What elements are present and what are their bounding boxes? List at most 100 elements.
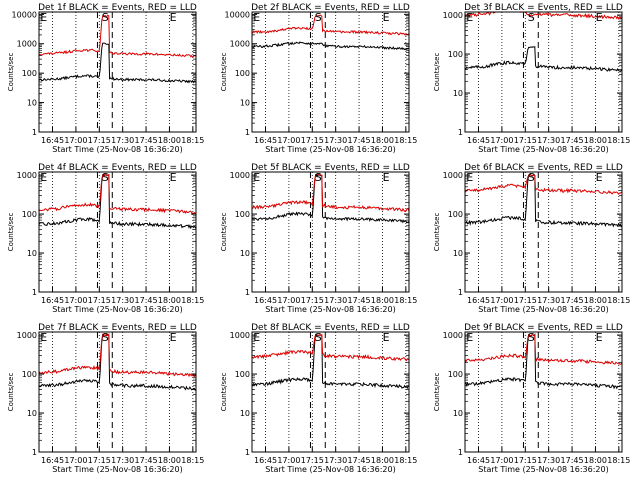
x-tick-label: 17:45 bbox=[348, 136, 371, 145]
time-marker-label: E bbox=[40, 171, 47, 184]
x-tick-label: 17:30 bbox=[324, 136, 347, 145]
x-axis-label: Start Time (25-Nov-08 16:36:20) bbox=[265, 465, 395, 474]
plot-frame bbox=[38, 171, 197, 293]
x-tick-label: 17:00 bbox=[490, 296, 513, 305]
x-axis-label: Start Time (25-Nov-08 16:36:20) bbox=[478, 305, 608, 314]
y-tick-label: 10 bbox=[240, 249, 250, 258]
y-axis-label: Counts/sec bbox=[433, 213, 441, 252]
y-axis-label: Counts/sec bbox=[7, 213, 15, 252]
x-tick-label: 17:00 bbox=[277, 136, 300, 145]
time-marker-label: E bbox=[170, 171, 177, 184]
x-tick-label: 17:00 bbox=[64, 456, 87, 465]
panel-title: Det 6f BLACK = Events, RED = LLD bbox=[464, 163, 623, 173]
x-tick-label: 17:30 bbox=[111, 456, 134, 465]
x-tick-label: 16:45 bbox=[467, 296, 490, 305]
y-tick-label: 1 bbox=[245, 128, 250, 137]
x-tick-label: 18:00 bbox=[584, 296, 607, 305]
y-tick-label: 100 bbox=[235, 69, 250, 78]
panel-title: Det 7f BLACK = Events, RED = LLD bbox=[38, 323, 197, 333]
time-marker-label: S bbox=[528, 11, 535, 24]
time-marker-label: E bbox=[466, 11, 473, 24]
y-tick-label: 10 bbox=[240, 409, 250, 418]
lld-series-line bbox=[251, 173, 410, 212]
lld-series-line bbox=[251, 14, 410, 36]
detector-panel: Det 1f BLACK = Events, RED = LLD 1 10 100 10… bbox=[7, 3, 204, 154]
time-marker-label: S bbox=[528, 171, 535, 184]
x-tick-label: 18:00 bbox=[371, 136, 394, 145]
x-tick-label: 17:30 bbox=[537, 456, 560, 465]
y-tick-label: 100 bbox=[235, 210, 250, 219]
detector-panel: Det 9f BLACK = Events, RED = LLD 1 10 100 10… bbox=[433, 323, 630, 474]
events-series-line bbox=[464, 46, 623, 73]
y-tick-label: 1000 bbox=[443, 331, 463, 340]
plot-frame bbox=[38, 11, 197, 133]
time-marker-label: E bbox=[170, 11, 177, 24]
x-tick-label: 17:15 bbox=[88, 296, 111, 305]
y-tick-label: 100 bbox=[22, 210, 37, 219]
x-tick-label: 18:15 bbox=[181, 136, 204, 145]
y-tick-label: 1 bbox=[458, 448, 463, 457]
x-axis-label: Start Time (25-Nov-08 16:36:20) bbox=[265, 145, 395, 154]
y-tick-label: 1 bbox=[32, 128, 37, 137]
y-tick-label: 100 bbox=[448, 370, 463, 379]
plot-frame bbox=[251, 11, 410, 133]
x-tick-label: 16:45 bbox=[254, 296, 277, 305]
detector-panel: Det 8f BLACK = Events, RED = LLD 1 10 100 10… bbox=[220, 323, 417, 474]
x-tick-label: 17:30 bbox=[111, 136, 134, 145]
x-tick-label: 17:45 bbox=[135, 296, 158, 305]
y-tick-label: 1 bbox=[32, 448, 37, 457]
x-tick-label: 17:15 bbox=[301, 136, 324, 145]
detector-panel: Det 2f BLACK = Events, RED = LLD 1 10 100 10… bbox=[220, 3, 417, 154]
x-tick-label: 17:45 bbox=[561, 136, 584, 145]
time-marker-label: E bbox=[466, 171, 473, 184]
y-tick-label: 1000 bbox=[230, 331, 250, 340]
y-tick-label: 10000 bbox=[225, 10, 250, 19]
x-tick-label: 17:45 bbox=[561, 296, 584, 305]
x-tick-label: 17:45 bbox=[348, 456, 371, 465]
time-marker-label: E bbox=[383, 11, 390, 24]
x-tick-label: 17:45 bbox=[135, 456, 158, 465]
time-marker-label: E bbox=[383, 331, 390, 344]
x-tick-label: 17:00 bbox=[64, 296, 87, 305]
y-tick-label: 1 bbox=[245, 288, 250, 297]
plot-frame bbox=[464, 331, 623, 453]
lld-series-line bbox=[38, 14, 197, 58]
y-axis-label: Counts/sec bbox=[7, 373, 15, 412]
y-axis-label: Counts/sec bbox=[7, 53, 15, 92]
y-tick-label: 1 bbox=[458, 288, 463, 297]
time-marker-label: E bbox=[383, 171, 390, 184]
x-tick-label: 18:15 bbox=[181, 296, 204, 305]
x-tick-label: 17:15 bbox=[514, 136, 537, 145]
x-tick-label: 18:15 bbox=[394, 296, 417, 305]
time-marker-label: S bbox=[102, 171, 109, 184]
lld-series-line bbox=[38, 332, 197, 378]
x-tick-label: 18:15 bbox=[181, 456, 204, 465]
y-axis-label: Counts/sec bbox=[220, 53, 228, 92]
lld-series-line bbox=[38, 173, 197, 215]
plot-frame bbox=[251, 171, 410, 293]
y-tick-label: 10 bbox=[453, 249, 463, 258]
x-tick-label: 16:45 bbox=[254, 136, 277, 145]
detector-panel: Det 5f BLACK = Events, RED = LLD 1 10 100 10… bbox=[220, 163, 417, 314]
y-tick-label: 100 bbox=[448, 50, 463, 59]
lld-series-line bbox=[464, 174, 623, 195]
events-series-line bbox=[38, 333, 197, 391]
x-tick-label: 17:15 bbox=[88, 456, 111, 465]
events-series-line bbox=[252, 41, 410, 51]
y-tick-label: 1000 bbox=[17, 331, 37, 340]
detector-panel: Det 7f BLACK = Events, RED = LLD 1 10 100 10… bbox=[7, 323, 204, 474]
time-marker-label: E bbox=[40, 11, 47, 24]
x-axis-label: Start Time (25-Nov-08 16:36:20) bbox=[478, 465, 608, 474]
x-tick-label: 18:00 bbox=[158, 296, 181, 305]
panel-title: Det 3f BLACK = Events, RED = LLD bbox=[464, 3, 623, 13]
y-axis-label: Counts/sec bbox=[433, 373, 441, 412]
x-tick-label: 18:15 bbox=[394, 456, 417, 465]
time-marker-label: E bbox=[596, 11, 603, 24]
x-tick-label: 18:00 bbox=[371, 296, 394, 305]
plot-frame bbox=[464, 11, 623, 133]
x-tick-label: 18:00 bbox=[158, 136, 181, 145]
panel-title: Det 2f BLACK = Events, RED = LLD bbox=[251, 3, 410, 13]
x-tick-label: 18:00 bbox=[371, 456, 394, 465]
time-marker-label: S bbox=[315, 171, 322, 184]
